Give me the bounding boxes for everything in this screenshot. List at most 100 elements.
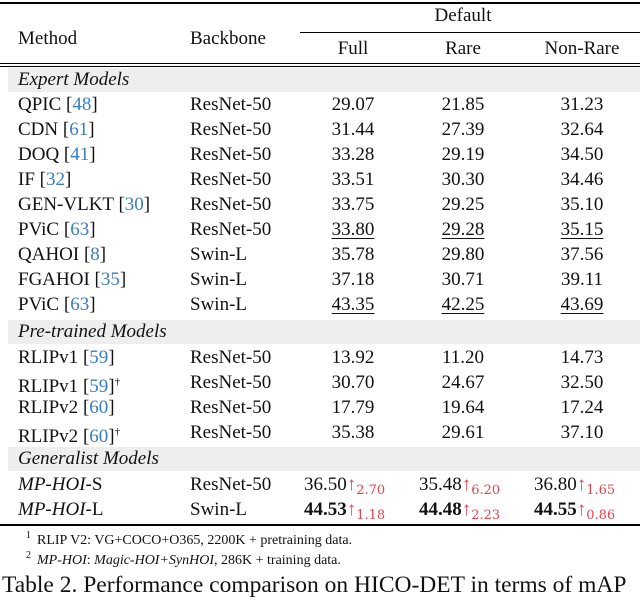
citation-link[interactable]: 32 xyxy=(45,169,65,190)
full-map: 33.80 xyxy=(331,219,375,240)
header-default-group: Default xyxy=(434,5,492,26)
method-name: RLIPv2 xyxy=(18,397,79,418)
full-map: 36.50 xyxy=(304,474,347,495)
table-caption: Table 2. Performance comparison on HICO-… xyxy=(2,572,627,598)
footnote-mark: 1 xyxy=(26,530,31,541)
citation-link[interactable]: 63 xyxy=(70,219,90,240)
nonrare-map: 36.80 xyxy=(534,474,577,495)
citation-link[interactable]: 60 xyxy=(89,426,109,447)
full-map: 35.38 xyxy=(331,422,375,443)
section-expert-models: Expert Models xyxy=(8,68,640,92)
header-double-rule-1 xyxy=(0,63,640,64)
backbone: ResNet-50 xyxy=(190,94,272,115)
backbone: Swin-L xyxy=(190,269,247,290)
header-row-method: Method Backbone xyxy=(8,26,640,51)
backbone: ResNet-50 xyxy=(190,397,272,418)
full-map: 29.07 xyxy=(331,94,375,115)
gain-up-icon: ↑2.70 xyxy=(346,474,386,498)
table-row-mp-hoi-s: MP-HOI-S ResNet-50 36.50↑2.70 35.48↑6.20… xyxy=(8,472,640,498)
section-title: Expert Models xyxy=(18,69,130,90)
top-rule xyxy=(0,2,640,4)
citation-link[interactable]: 48 xyxy=(72,94,92,115)
table-row: QAHOI [8] Swin-L 35.78 29.80 37.56 xyxy=(8,242,640,267)
table-row: RLIPv2 [60]† ResNet-50 35.38 29.61 37.10 xyxy=(8,420,640,447)
header-full: Full xyxy=(337,38,369,59)
method-name: CDN xyxy=(18,119,59,140)
backbone: ResNet-50 xyxy=(190,119,272,140)
rare-map: 44.48 xyxy=(419,499,462,520)
header-row-2: Full Rare Non-Rare xyxy=(8,36,640,61)
citation-link[interactable]: 59 xyxy=(89,376,109,397)
footnote-text: RLIP V2: VG+COCO+O365, 2200K + pretraini… xyxy=(37,533,353,548)
full-map: 35.78 xyxy=(331,244,375,265)
nonrare-map: 34.50 xyxy=(560,144,604,165)
method-name: PViC xyxy=(18,294,60,315)
method-name: MP-HOI xyxy=(18,474,86,495)
rare-map: 29.28 xyxy=(441,219,485,240)
citation-link[interactable]: 41 xyxy=(70,144,90,165)
backbone: Swin-L xyxy=(190,499,247,520)
rare-gain: 2.23 xyxy=(471,508,501,523)
rare-map: 29.25 xyxy=(441,194,485,215)
full-map: 33.51 xyxy=(331,169,375,190)
header-double-rule-2 xyxy=(0,66,640,67)
citation-link[interactable]: 35 xyxy=(100,269,120,290)
full-gain: 1.18 xyxy=(356,508,386,523)
gain-up-icon: ↑2.23 xyxy=(461,499,501,523)
citation-link[interactable]: 60 xyxy=(89,397,109,418)
full-map: 31.44 xyxy=(331,119,375,140)
rare-map: 30.71 xyxy=(441,269,485,290)
nonrare-gain: 1.65 xyxy=(586,483,616,498)
header-nonrare: Non-Rare xyxy=(544,38,620,59)
nonrare-map: 39.11 xyxy=(560,269,604,290)
citation-link[interactable]: 61 xyxy=(69,119,89,140)
rare-map: 35.48 xyxy=(419,474,462,495)
backbone: ResNet-50 xyxy=(190,422,272,443)
rare-map: 42.25 xyxy=(441,294,485,315)
gain-up-icon: ↑1.65 xyxy=(576,474,616,498)
nonrare-map: 32.50 xyxy=(560,372,604,393)
nonrare-map: 37.10 xyxy=(560,422,604,443)
gain-up-icon: ↑6.20 xyxy=(461,474,501,498)
citation-link[interactable]: 8 xyxy=(90,244,100,265)
rare-map: 29.61 xyxy=(441,422,485,443)
nonrare-map: 35.15 xyxy=(560,219,604,240)
full-map: 44.53 xyxy=(304,499,347,520)
nonrare-gain: 0.86 xyxy=(586,508,616,523)
method-name: MP-HOI xyxy=(18,499,86,520)
backbone: ResNet-50 xyxy=(190,144,272,165)
full-map: 33.75 xyxy=(331,194,375,215)
table-row: RLIPv1 [59] ResNet-50 13.92 11.20 14.73 xyxy=(8,345,640,370)
full-map: 43.35 xyxy=(331,294,375,315)
backbone: ResNet-50 xyxy=(190,347,272,368)
nonrare-map: 17.24 xyxy=(560,397,604,418)
cmidrule-default xyxy=(300,32,640,33)
method-name: QPIC xyxy=(18,94,62,115)
backbone: ResNet-50 xyxy=(190,169,272,190)
dagger-mark: † xyxy=(114,426,121,438)
table-row: FGAHOI [35] Swin-L 37.18 30.71 39.11 xyxy=(8,267,640,292)
gain-up-icon: ↑0.86 xyxy=(576,499,616,523)
method-name: QAHOI xyxy=(18,244,80,265)
rare-map: 27.39 xyxy=(441,119,485,140)
method-name: FGAHOI xyxy=(18,269,90,290)
section-generalist-models: Generalist Models xyxy=(8,447,640,471)
full-map: 33.28 xyxy=(331,144,375,165)
table-row: QPIC [48] ResNet-50 29.07 21.85 31.23 xyxy=(8,92,640,117)
citation-link[interactable]: 59 xyxy=(89,347,109,368)
header-method: Method xyxy=(18,28,78,49)
gain-up-icon: ↑1.18 xyxy=(346,499,386,523)
header-backbone: Backbone xyxy=(190,28,266,49)
rare-map: 21.85 xyxy=(441,94,485,115)
method-name: IF xyxy=(18,169,35,190)
bottom-rule xyxy=(0,524,640,526)
nonrare-map: 43.69 xyxy=(560,294,604,315)
rare-map: 29.80 xyxy=(441,244,485,265)
citation-link[interactable]: 30 xyxy=(124,194,144,215)
table-row: RLIPv1 [59]† ResNet-50 30.70 24.67 32.50 xyxy=(8,370,640,397)
table-row: RLIPv2 [60] ResNet-50 17.79 19.64 17.24 xyxy=(8,395,640,420)
backbone: ResNet-50 xyxy=(190,194,272,215)
citation-link[interactable]: 63 xyxy=(70,294,90,315)
nonrare-map: 37.56 xyxy=(560,244,604,265)
method-suffix: -S xyxy=(85,474,103,495)
